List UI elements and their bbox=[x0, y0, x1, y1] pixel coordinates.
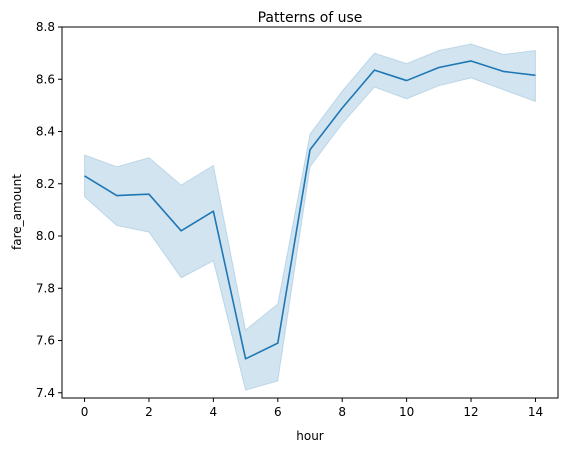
data-point bbox=[341, 107, 343, 109]
x-tick-label: 6 bbox=[274, 405, 282, 419]
data-point bbox=[148, 193, 150, 195]
y-tick-label: 7.4 bbox=[36, 386, 55, 400]
data-point bbox=[83, 175, 85, 177]
data-point bbox=[180, 230, 182, 232]
y-tick-label: 8.4 bbox=[36, 125, 55, 139]
y-tick-label: 7.8 bbox=[36, 281, 55, 295]
chart-title: Patterns of use bbox=[258, 10, 363, 26]
y-tick-label: 8.2 bbox=[36, 177, 55, 191]
y-tick-label: 8.0 bbox=[36, 229, 55, 243]
data-point bbox=[502, 70, 504, 72]
y-axis-label: fare_amount bbox=[10, 174, 24, 250]
y-tick-label: 7.6 bbox=[36, 334, 55, 348]
data-point bbox=[116, 194, 118, 196]
x-tick-label: 4 bbox=[210, 405, 218, 419]
plot-area bbox=[83, 44, 536, 390]
x-axis: 0 2 4 6 8 10 12 14 bbox=[81, 398, 543, 419]
x-tick-label: 12 bbox=[463, 405, 478, 419]
y-tick-label: 8.6 bbox=[36, 72, 55, 86]
x-tick-label: 0 bbox=[81, 405, 89, 419]
data-point bbox=[309, 149, 311, 151]
data-point bbox=[212, 210, 214, 212]
data-point bbox=[470, 60, 472, 62]
x-tick-label: 14 bbox=[528, 405, 543, 419]
x-tick-label: 2 bbox=[145, 405, 153, 419]
data-point bbox=[244, 358, 246, 360]
data-point bbox=[405, 79, 407, 81]
data-point bbox=[373, 69, 375, 71]
data-point bbox=[534, 74, 536, 76]
y-axis: 7.4 7.6 7.8 8.0 8.2 8.4 8.6 8.8 bbox=[36, 20, 62, 400]
y-tick-label: 8.8 bbox=[36, 20, 55, 34]
data-point bbox=[438, 66, 440, 68]
x-tick-label: 10 bbox=[399, 405, 414, 419]
data-point bbox=[277, 342, 279, 344]
x-axis-label: hour bbox=[296, 429, 324, 443]
confidence-band bbox=[85, 44, 536, 390]
x-tick-label: 8 bbox=[338, 405, 346, 419]
